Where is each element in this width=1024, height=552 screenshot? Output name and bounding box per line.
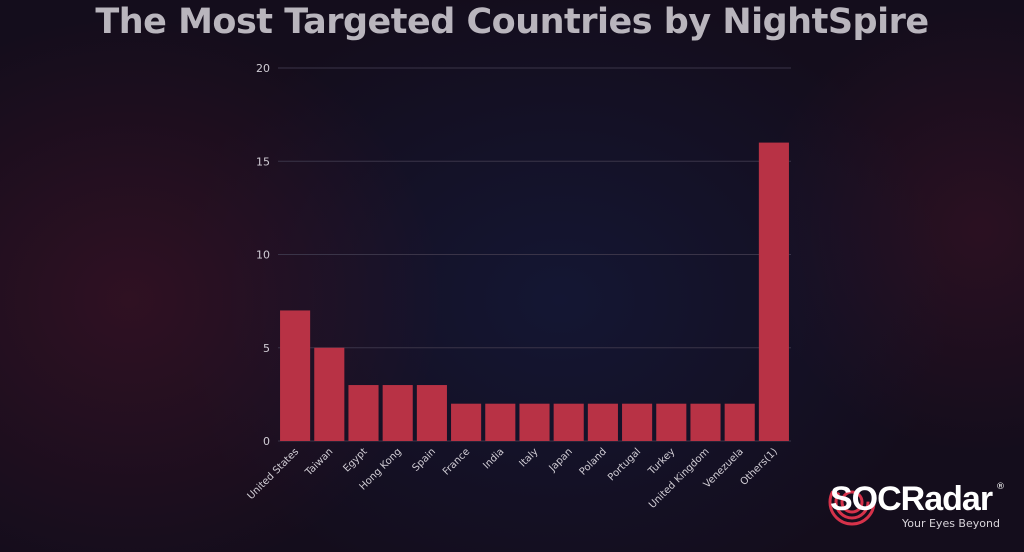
x-tick-label: Turkey <box>646 446 678 478</box>
bar-united-states <box>280 310 311 441</box>
x-tick-label: Egypt <box>341 446 369 474</box>
radar-rings-icon <box>828 478 876 526</box>
bar-france <box>451 403 482 441</box>
x-tick-label: Portugal <box>606 446 643 483</box>
bar-united-kingdom <box>690 403 721 441</box>
y-tick-label: 20 <box>256 62 270 75</box>
bar-egypt <box>348 385 379 441</box>
registered-mark: ® <box>996 482 1005 492</box>
y-tick-labels: 0 5 10 15 20 <box>256 62 270 448</box>
x-tick-label: Japan <box>547 446 575 474</box>
socradar-logo: SOCRadar ® Your Eyes Beyond <box>822 476 1012 536</box>
chart-title: The Most Targeted Countries by NightSpir… <box>95 2 929 42</box>
y-tick-label: 15 <box>256 155 270 168</box>
x-tick-label: Taiwan <box>303 446 336 479</box>
x-tick-label: India <box>481 446 506 471</box>
bar-turkey <box>656 403 687 441</box>
x-tick-label: Poland <box>578 446 609 477</box>
bar-venezuela <box>724 403 755 441</box>
bar-taiwan <box>314 347 345 441</box>
bar-portugal <box>622 403 653 441</box>
y-tick-label: 5 <box>263 342 270 355</box>
y-tick-label: 10 <box>256 249 270 262</box>
brand-tagline: Your Eyes Beyond <box>902 517 1000 530</box>
brand-name: SOCRadar <box>830 480 993 518</box>
bars <box>280 142 789 441</box>
bar-poland <box>587 403 618 441</box>
bar-italy <box>519 403 550 441</box>
y-tick-label: 0 <box>263 435 270 448</box>
x-tick-label: France <box>441 446 472 477</box>
x-tick-label: United States <box>246 446 302 502</box>
x-tick-label: Italy <box>517 446 540 469</box>
bar-others-1 <box>758 142 789 441</box>
x-tick-label: Spain <box>410 446 438 474</box>
bar-india <box>485 403 516 441</box>
bar-japan <box>553 403 584 441</box>
x-tick-label: United Kingdom <box>647 446 712 511</box>
bar-hong-kong <box>382 385 413 441</box>
bar-spain <box>416 385 447 441</box>
x-tick-label: Others(1) <box>738 446 780 488</box>
